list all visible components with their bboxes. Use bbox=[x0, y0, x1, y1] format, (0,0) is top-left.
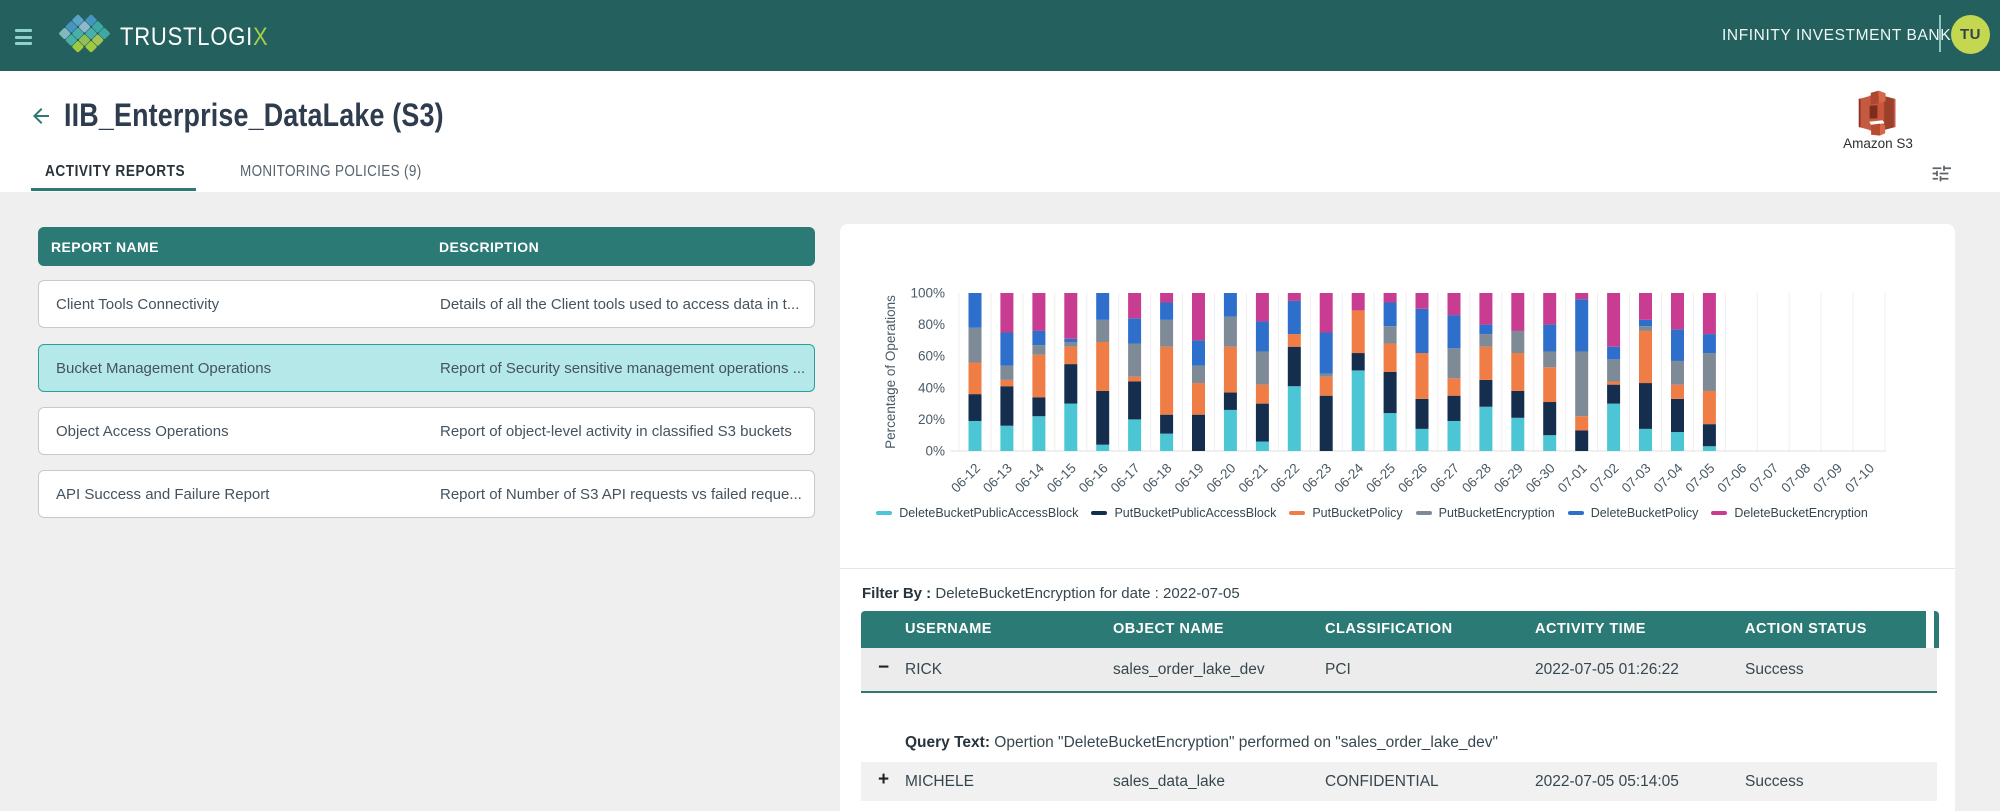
svg-text:40%: 40% bbox=[918, 380, 945, 395]
svg-text:06-15: 06-15 bbox=[1044, 461, 1079, 496]
svg-text:06-28: 06-28 bbox=[1459, 461, 1494, 496]
svg-text:07-04: 07-04 bbox=[1651, 460, 1686, 495]
svg-text:Percentage of Operations: Percentage of Operations bbox=[883, 295, 898, 449]
svg-text:06-22: 06-22 bbox=[1267, 461, 1302, 496]
svg-text:06-19: 06-19 bbox=[1172, 461, 1207, 496]
svg-text:07-09: 07-09 bbox=[1810, 461, 1845, 496]
svg-text:07-08: 07-08 bbox=[1778, 461, 1813, 496]
svg-text:06-27: 06-27 bbox=[1427, 461, 1462, 496]
svg-text:07-03: 07-03 bbox=[1619, 461, 1654, 496]
svg-text:06-16: 06-16 bbox=[1076, 461, 1111, 496]
svg-text:06-26: 06-26 bbox=[1395, 461, 1430, 496]
svg-text:06-25: 06-25 bbox=[1363, 461, 1398, 496]
svg-text:07-07: 07-07 bbox=[1746, 461, 1781, 496]
svg-text:07-02: 07-02 bbox=[1587, 461, 1622, 496]
svg-text:07-01: 07-01 bbox=[1555, 461, 1590, 496]
svg-text:20%: 20% bbox=[918, 412, 945, 427]
svg-text:06-17: 06-17 bbox=[1108, 461, 1143, 496]
svg-text:06-20: 06-20 bbox=[1203, 461, 1238, 496]
svg-text:80%: 80% bbox=[918, 317, 945, 332]
svg-text:60%: 60% bbox=[918, 349, 945, 364]
svg-text:07-06: 07-06 bbox=[1714, 461, 1749, 496]
svg-text:06-14: 06-14 bbox=[1012, 460, 1047, 495]
svg-text:100%: 100% bbox=[910, 286, 945, 301]
svg-text:06-24: 06-24 bbox=[1331, 460, 1366, 495]
svg-text:06-21: 06-21 bbox=[1235, 461, 1270, 496]
svg-text:06-23: 06-23 bbox=[1299, 461, 1334, 496]
svg-text:07-05: 07-05 bbox=[1682, 461, 1717, 496]
svg-text:06-12: 06-12 bbox=[948, 461, 983, 496]
svg-text:06-29: 06-29 bbox=[1491, 461, 1526, 496]
svg-text:0%: 0% bbox=[925, 444, 945, 459]
svg-text:06-30: 06-30 bbox=[1523, 461, 1558, 496]
svg-text:07-10: 07-10 bbox=[1842, 461, 1877, 496]
svg-text:06-13: 06-13 bbox=[980, 461, 1015, 496]
svg-text:06-18: 06-18 bbox=[1140, 461, 1175, 496]
